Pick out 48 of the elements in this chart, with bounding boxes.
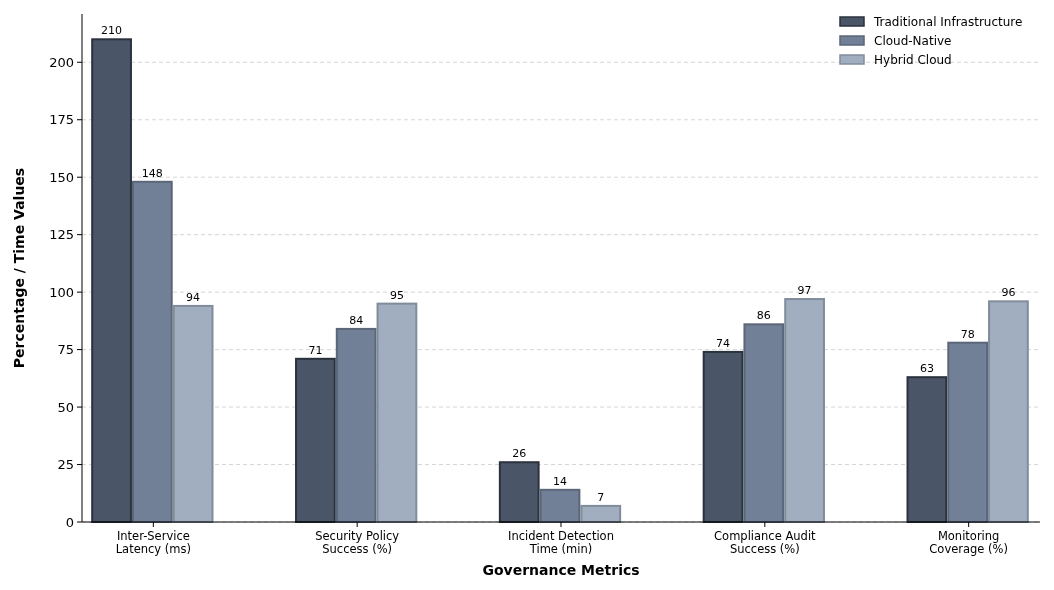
y-tick-label: 175: [49, 112, 74, 128]
data-label: 84: [349, 313, 364, 327]
data-label: 26: [512, 447, 527, 461]
data-label: 71: [308, 343, 323, 357]
x-axis-title: Governance Metrics: [482, 562, 640, 578]
x-tick-label: Compliance Audit Success (%): [714, 529, 817, 556]
bar: [702, 350, 744, 523]
bar: [131, 180, 173, 523]
bar: [335, 327, 377, 523]
bar: [947, 341, 989, 523]
bar: [906, 376, 948, 523]
data-label: 96: [1001, 286, 1016, 300]
bar: [988, 300, 1029, 523]
data-label: 95: [389, 288, 404, 302]
y-tick-label: 50: [57, 399, 74, 415]
data-label: 7: [597, 490, 605, 504]
bar: [498, 461, 540, 523]
bar: [172, 304, 214, 523]
x-tick-label: Inter-Service Latency (ms): [115, 529, 191, 556]
data-label: 74: [716, 336, 731, 350]
y-tick-label: 0: [65, 514, 74, 530]
data-label: 14: [553, 474, 567, 488]
x-tick-label: Monitoring Coverage (%): [929, 529, 1008, 556]
bar: [743, 323, 785, 523]
y-tick-label: 100: [49, 284, 74, 300]
legend-label: Traditional Infrastructure: [873, 15, 1023, 30]
y-tick-label: 150: [49, 169, 74, 185]
bar: [91, 38, 132, 523]
data-label: 63: [919, 362, 934, 376]
data-label: 86: [756, 309, 771, 323]
y-axis-title: Percentage / Time Values: [11, 167, 27, 369]
y-tick-label: 25: [57, 457, 74, 473]
x-tick-label: Security Policy Success (%): [315, 529, 400, 556]
data-label: 210: [101, 24, 123, 38]
legend-label: Cloud-Native: [874, 34, 952, 49]
bar: [784, 298, 825, 523]
y-tick-label: 200: [49, 54, 74, 70]
data-label: 97: [797, 284, 812, 298]
data-label: 78: [960, 327, 975, 341]
y-tick-label: 75: [57, 342, 74, 358]
data-label: 94: [186, 290, 201, 304]
bar: [376, 302, 418, 523]
data-label: 148: [141, 166, 163, 180]
legend-label: Hybrid Cloud: [874, 53, 952, 68]
bar: [539, 488, 581, 523]
x-tick-label: Incident Detection Time (min): [508, 529, 614, 556]
bar: [295, 357, 336, 523]
y-tick-label: 125: [49, 227, 74, 243]
